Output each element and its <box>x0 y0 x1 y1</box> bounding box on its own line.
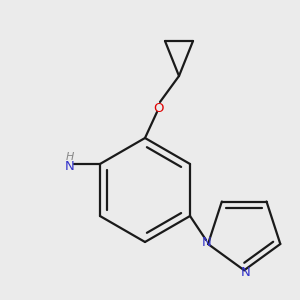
Text: O: O <box>154 101 164 115</box>
Text: N: N <box>202 236 212 250</box>
Text: N: N <box>65 160 75 173</box>
Text: H: H <box>66 152 74 162</box>
Text: N: N <box>240 266 250 279</box>
